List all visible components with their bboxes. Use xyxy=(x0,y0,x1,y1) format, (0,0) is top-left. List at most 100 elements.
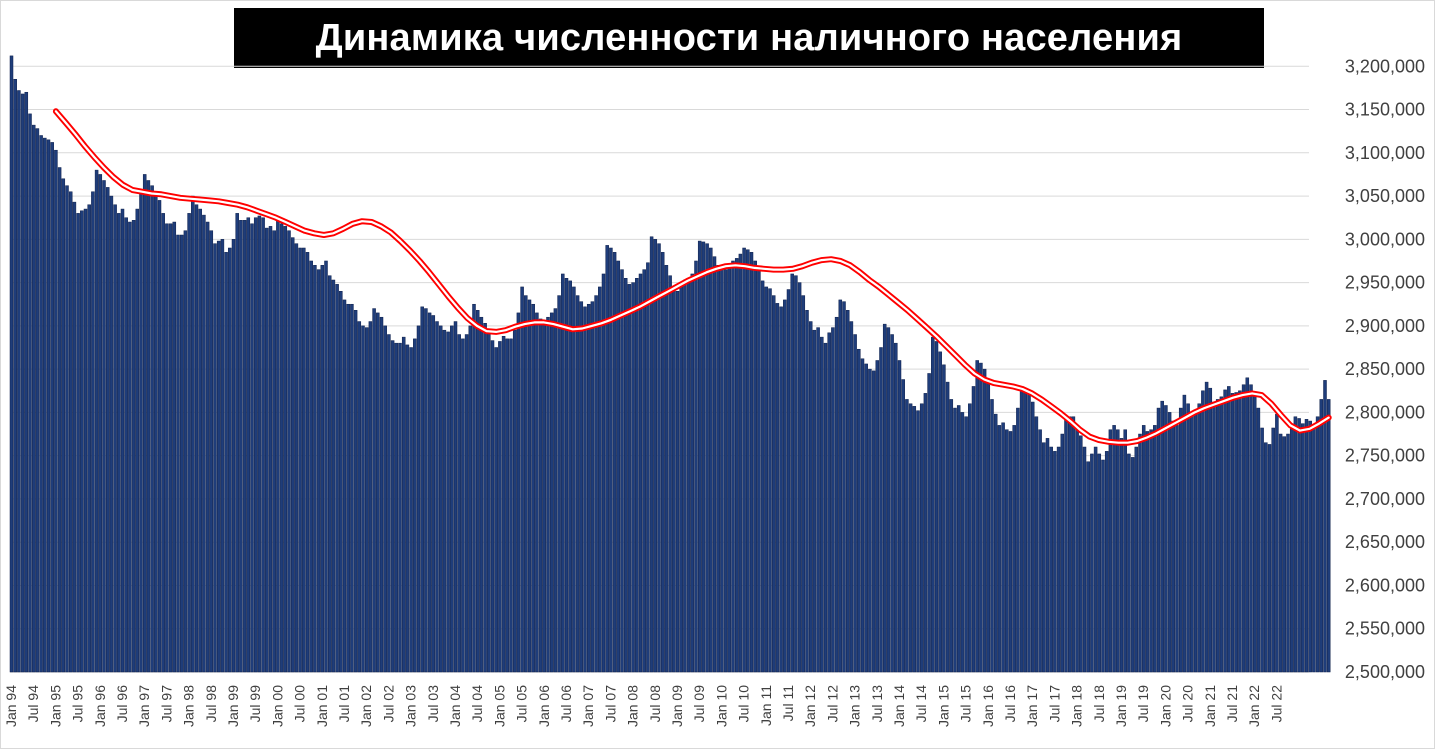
bar xyxy=(542,321,547,673)
x-tick-label: Jul 12 xyxy=(824,685,840,723)
bar xyxy=(1023,387,1028,673)
bar xyxy=(1001,422,1005,673)
bar xyxy=(154,191,158,673)
bar xyxy=(538,318,543,673)
bar xyxy=(575,295,580,673)
bar xyxy=(797,282,802,673)
bar xyxy=(557,295,561,673)
bar xyxy=(701,241,706,673)
bar xyxy=(916,410,920,673)
bar xyxy=(1101,459,1105,673)
bar xyxy=(1141,425,1146,673)
bar xyxy=(1215,399,1220,673)
bar xyxy=(1234,392,1238,673)
bar xyxy=(1127,453,1131,673)
trend-line-inner xyxy=(54,110,1330,444)
x-tick-label: Jan 02 xyxy=(358,685,374,727)
bar xyxy=(979,362,983,673)
bar xyxy=(242,220,247,673)
bar xyxy=(1064,416,1068,673)
bar xyxy=(812,329,817,673)
bar xyxy=(1123,429,1127,673)
x-tick-label: Jan 14 xyxy=(891,685,907,727)
bar xyxy=(1012,425,1016,673)
x-tick-label: Jan 13 xyxy=(847,685,863,727)
bar xyxy=(594,295,598,673)
bar xyxy=(546,316,550,673)
bar xyxy=(409,347,413,673)
bar xyxy=(890,334,894,673)
bar xyxy=(627,284,632,673)
bar xyxy=(1138,433,1142,673)
bar xyxy=(1278,433,1283,673)
x-tick-label: Jan 00 xyxy=(269,685,285,727)
bar xyxy=(1238,390,1242,673)
bar xyxy=(372,308,376,673)
bar xyxy=(1308,420,1312,673)
bar xyxy=(46,139,51,673)
bar xyxy=(324,260,328,673)
bar xyxy=(1326,399,1331,673)
bar xyxy=(919,403,924,673)
bar xyxy=(1104,451,1109,673)
bar xyxy=(91,191,95,673)
bar xyxy=(231,239,236,673)
bar xyxy=(857,348,861,673)
x-tick-label: Jul 22 xyxy=(1268,685,1284,723)
bar xyxy=(494,347,498,673)
y-tick-label: 2,900,000 xyxy=(1345,316,1425,336)
bar xyxy=(294,243,299,673)
bar xyxy=(202,214,206,673)
bar xyxy=(905,399,909,673)
bar xyxy=(453,321,458,673)
bar xyxy=(579,301,584,673)
x-tick-label: Jan 15 xyxy=(935,685,951,727)
bar xyxy=(1297,418,1301,673)
x-tick-label: Jul 94 xyxy=(25,685,41,723)
bar xyxy=(54,149,58,673)
bar xyxy=(142,174,147,673)
bar xyxy=(172,221,177,673)
bar xyxy=(187,213,191,673)
bar xyxy=(228,247,232,673)
bar xyxy=(709,247,713,673)
bar xyxy=(564,278,569,673)
bar xyxy=(742,247,746,673)
x-tick-label: Jan 18 xyxy=(1069,685,1085,727)
bar xyxy=(1178,407,1183,673)
bar xyxy=(672,286,676,673)
bar xyxy=(117,213,121,673)
x-tick-label: Jul 01 xyxy=(336,685,352,723)
x-tick-label: Jan 21 xyxy=(1202,685,1218,727)
bar xyxy=(1145,431,1150,673)
bar xyxy=(664,265,669,673)
bar xyxy=(246,217,251,673)
bar xyxy=(487,329,491,673)
bar xyxy=(779,306,783,673)
bar xyxy=(808,321,813,673)
bar xyxy=(623,278,628,673)
bar xyxy=(1293,416,1298,673)
x-tick-label: Jan 19 xyxy=(1113,685,1129,727)
bar xyxy=(697,240,702,673)
bar xyxy=(128,221,132,673)
bar xyxy=(1049,446,1053,673)
bar xyxy=(1086,461,1090,673)
bar xyxy=(124,217,128,673)
bar xyxy=(468,325,473,673)
bar xyxy=(590,301,595,673)
x-tick-label: Jul 18 xyxy=(1091,685,1107,723)
bar xyxy=(760,280,765,673)
bar xyxy=(357,321,362,673)
bar xyxy=(161,213,165,673)
bar xyxy=(435,321,439,673)
bar xyxy=(805,310,809,673)
bar xyxy=(1219,396,1224,673)
x-tick-label: Jul 19 xyxy=(1135,685,1151,723)
bar xyxy=(720,266,724,673)
bar xyxy=(794,275,798,673)
bar xyxy=(953,407,957,673)
bar xyxy=(1208,387,1213,673)
bar xyxy=(1230,393,1235,673)
